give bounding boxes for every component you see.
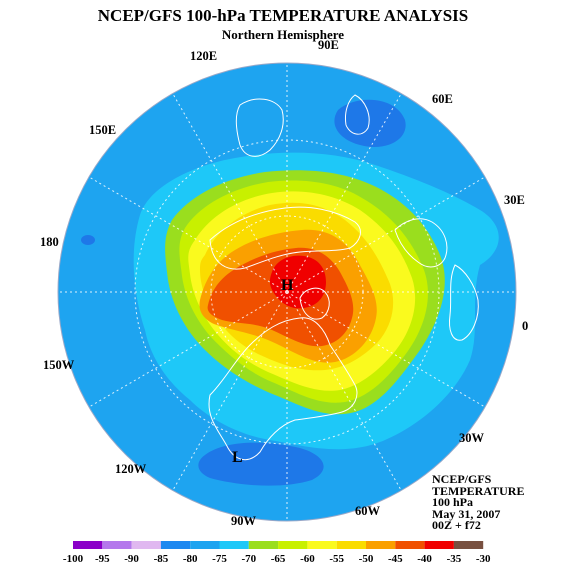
cold-blob-dateline	[81, 235, 95, 245]
legend-swatch	[278, 541, 308, 549]
coastlines	[208, 94, 479, 461]
cold-center-marker: L	[232, 449, 243, 466]
coastline-arabia	[345, 94, 370, 135]
info-model: NCEP/GFS	[432, 472, 492, 486]
legend-tick-label: -70	[241, 553, 256, 565]
coastline-asia-east	[235, 98, 284, 157]
legend-tick-label: -60	[300, 553, 315, 565]
legend-swatch	[248, 541, 279, 549]
legend-tick-label: -65	[271, 553, 286, 565]
legend-swatch	[160, 541, 191, 549]
legend-swatch	[102, 541, 132, 549]
lon-label-30e: 30E	[504, 193, 525, 207]
info-level: 100 hPa	[432, 495, 474, 510]
coastline-africa	[449, 264, 479, 341]
legend-swatch	[131, 541, 161, 549]
lon-label-60w: 60W	[355, 504, 381, 518]
legend-swatch	[453, 541, 484, 549]
level-minus-40	[269, 255, 326, 309]
longitude-labels: 120E 90E 60E 150E 30E 180 0 150W 30W 120…	[40, 38, 528, 528]
legend-tick-label: -55	[329, 553, 344, 565]
lon-label-120w: 120W	[115, 462, 147, 476]
lon-label-30w: 30W	[459, 431, 485, 445]
color-legend: -100 -95 -90 -85 -80 -75 -70 -65 -60 -55 -50 -45 -40…	[63, 541, 491, 565]
map-boundary	[57, 62, 517, 522]
coastline-greenland	[299, 287, 330, 320]
lon-label-150w: 150W	[43, 358, 75, 372]
cold-blob-caribbean	[198, 442, 324, 486]
legend-tick-label: -90	[124, 553, 139, 565]
legend-tick-label: -80	[183, 553, 198, 565]
legend-swatch	[190, 541, 220, 549]
legend-swatch	[395, 541, 425, 549]
info-variable: TEMPERATURE	[432, 483, 525, 498]
lon-label-180: 180	[40, 235, 59, 249]
lon-label-90e: 90E	[318, 38, 339, 52]
legend-tick-label: -45	[388, 553, 403, 565]
legend-tick-label: -50	[359, 553, 374, 565]
lon-label-90w: 90W	[231, 514, 257, 528]
legend-swatch	[366, 541, 396, 549]
legend-swatches	[73, 541, 484, 549]
legend-ticks: -100 -95 -90 -85 -80 -75 -70 -65 -60 -55 -50 -45 -40…	[63, 553, 491, 565]
legend-swatch	[307, 541, 337, 549]
graticule	[58, 63, 516, 521]
legend-swatch	[73, 541, 103, 549]
warm-center-marker: H	[281, 277, 294, 294]
lon-label-0: 0	[522, 319, 528, 333]
info-date: May 31, 2007	[432, 506, 501, 521]
lon-label-150e: 150E	[89, 123, 116, 137]
lon-label-120e: 120E	[190, 49, 217, 63]
legend-swatch	[336, 541, 366, 549]
legend-swatch	[424, 541, 454, 549]
info-block: NCEP/GFS TEMPERATURE 100 hPa May 31, 200…	[432, 472, 525, 533]
info-forecast: 00Z + f72	[432, 518, 481, 533]
coastline-europe	[394, 218, 448, 268]
legend-tick-label: -40	[417, 553, 432, 565]
legend-tick-label: -35	[447, 553, 462, 565]
map-subtitle: Northern Hemisphere	[221, 27, 345, 42]
legend-tick-label: -100	[63, 553, 84, 565]
legend-tick-label: -95	[95, 553, 110, 565]
legend-swatch	[219, 541, 249, 549]
cold-blob-northeast	[334, 99, 406, 148]
legend-tick-label: -30	[476, 553, 491, 565]
lon-label-60e: 60E	[432, 92, 453, 106]
coastline-asia	[209, 206, 361, 270]
legend-tick-label: -85	[154, 553, 169, 565]
map-title: NCEP/GFS 100-hPa TEMPERATURE ANALYSIS	[97, 6, 469, 25]
legend-tick-label: -75	[212, 553, 227, 565]
coastline-north-america	[208, 317, 358, 461]
